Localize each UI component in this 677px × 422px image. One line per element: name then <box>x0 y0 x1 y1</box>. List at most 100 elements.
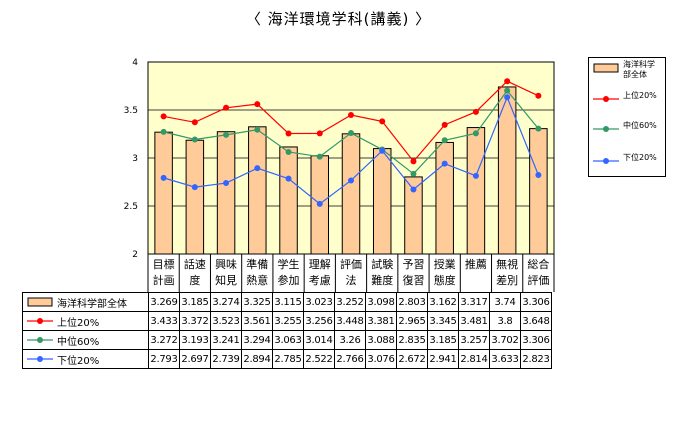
data-point <box>472 172 479 179</box>
data-point <box>223 180 230 187</box>
bar <box>341 133 361 255</box>
x-tick-label: 評価 <box>340 257 362 271</box>
data-point <box>191 119 198 126</box>
data-point <box>348 111 354 118</box>
y-tick-label: 2 <box>132 250 138 260</box>
x-tick-label: 目標 <box>153 257 175 271</box>
data-point <box>191 136 198 143</box>
data-point <box>160 113 167 120</box>
x-tick-label: 興味 <box>215 258 237 271</box>
legend-label: 上位20% <box>623 91 657 100</box>
x-tick-label: 無視 <box>496 257 518 271</box>
table-cell: 2.941 <box>427 349 459 369</box>
data-point <box>441 121 448 128</box>
x-tick-label: 理解 <box>309 257 331 271</box>
x-tick-label: 準備 <box>246 257 268 271</box>
row-header: 下位20% <box>22 349 149 369</box>
row-label: 下位20% <box>57 355 100 367</box>
data-point <box>504 78 511 85</box>
table-cell: 3.294 <box>241 330 273 350</box>
table-cell: 3.633 <box>489 349 521 369</box>
x-tick-label: 態度 <box>434 273 456 287</box>
table-cell: 3.076 <box>365 349 397 369</box>
bar <box>248 126 267 255</box>
row-label: 中位60% <box>57 336 100 348</box>
data-point <box>504 94 511 101</box>
table-cell: 3.255 <box>272 311 304 331</box>
data-point <box>441 160 448 167</box>
table-cell: 3.023 <box>303 292 335 312</box>
table-cell: 3.481 <box>458 311 490 331</box>
x-tick-label: 学生 <box>278 257 300 271</box>
bar <box>497 86 517 255</box>
table-cell: 3.26 <box>334 330 366 350</box>
data-point <box>254 101 261 108</box>
data-point <box>348 130 354 137</box>
bar <box>372 148 392 255</box>
y-tick-label: 2.5 <box>124 202 138 212</box>
table-row: 海洋科学部全体 3.269 3.185 3.274 3.325 3.115 3.023 3.2… <box>22 292 552 312</box>
data-point <box>191 184 198 191</box>
y-tick-label: 3 <box>132 154 138 164</box>
x-tick-label: 試験 <box>371 257 393 271</box>
legend: 海洋科学 部全体 上位20% 中位60% 下位20% <box>588 57 666 177</box>
y-tick-label: 4 <box>132 58 138 68</box>
legend-label: 中位60% <box>623 121 657 130</box>
data-point <box>316 200 323 207</box>
x-tick-label: 熱意 <box>246 273 268 287</box>
table-cell: 2.814 <box>458 349 490 369</box>
bar <box>466 127 486 255</box>
table-cell: 3.272 <box>148 330 180 350</box>
table-cell: 3.345 <box>427 311 459 331</box>
line-marker-icon <box>593 156 619 166</box>
data-point <box>472 108 479 115</box>
legend-label: 海洋科学 部全体 <box>623 60 655 79</box>
x-tick-label: 法 <box>346 273 357 287</box>
table-cell: 2.894 <box>241 349 273 369</box>
table-cell: 3.317 <box>458 292 490 312</box>
data-point <box>410 170 417 177</box>
line-marker-icon <box>27 335 53 345</box>
x-tick-label: 考慮 <box>309 273 331 287</box>
bar <box>435 141 454 255</box>
table-cell: 3.306 <box>520 330 552 350</box>
table-cell: 2.823 <box>520 349 552 369</box>
bar <box>404 176 423 255</box>
table-cell: 3.561 <box>241 311 273 331</box>
x-tick-label: 復習 <box>402 274 424 287</box>
line-marker-icon <box>27 354 53 364</box>
x-tick-label: 推薦 <box>465 257 487 271</box>
bar-swatch-icon <box>593 63 619 73</box>
table-row: 上位20% 3.433 3.372 3.523 3.561 3.255 3.256 3.448… <box>22 311 552 331</box>
table-cell: 2.785 <box>272 349 304 369</box>
y-tick-label: 3.5 <box>124 106 138 116</box>
x-tick-label: 難度 <box>371 273 393 287</box>
x-tick-label: 授業 <box>434 257 456 271</box>
x-tick-label: 差別 <box>496 273 518 287</box>
table-cell: 3.063 <box>272 330 304 350</box>
data-point <box>441 137 448 144</box>
row-label: 海洋科学部全体 <box>57 298 127 310</box>
x-tick-label: 予習 <box>402 258 424 271</box>
data-point <box>316 153 323 160</box>
table-cell: 3.252 <box>334 292 366 312</box>
row-header: 海洋科学部全体 <box>22 292 149 312</box>
data-point <box>285 130 292 137</box>
table-cell: 3.306 <box>520 292 552 312</box>
table-cell: 2.697 <box>179 349 211 369</box>
data-point <box>285 175 292 182</box>
x-tick-label: 評価 <box>527 273 549 287</box>
data-table: 海洋科学部全体 3.269 3.185 3.274 3.325 3.115 3.023 3.2… <box>22 292 552 369</box>
table-cell: 3.098 <box>365 292 397 312</box>
bar <box>216 131 236 255</box>
chart-title: 〈 海洋環境学科(講義) 〉 <box>245 10 432 28</box>
x-tick-label: 総合 <box>527 257 549 271</box>
bar <box>279 146 298 255</box>
table-cell: 2.793 <box>148 349 180 369</box>
data-point <box>223 131 230 138</box>
data-point <box>254 165 261 172</box>
line-marker-icon <box>27 316 53 326</box>
table-cell: 2.803 <box>396 292 428 312</box>
line-marker-icon <box>593 124 619 134</box>
